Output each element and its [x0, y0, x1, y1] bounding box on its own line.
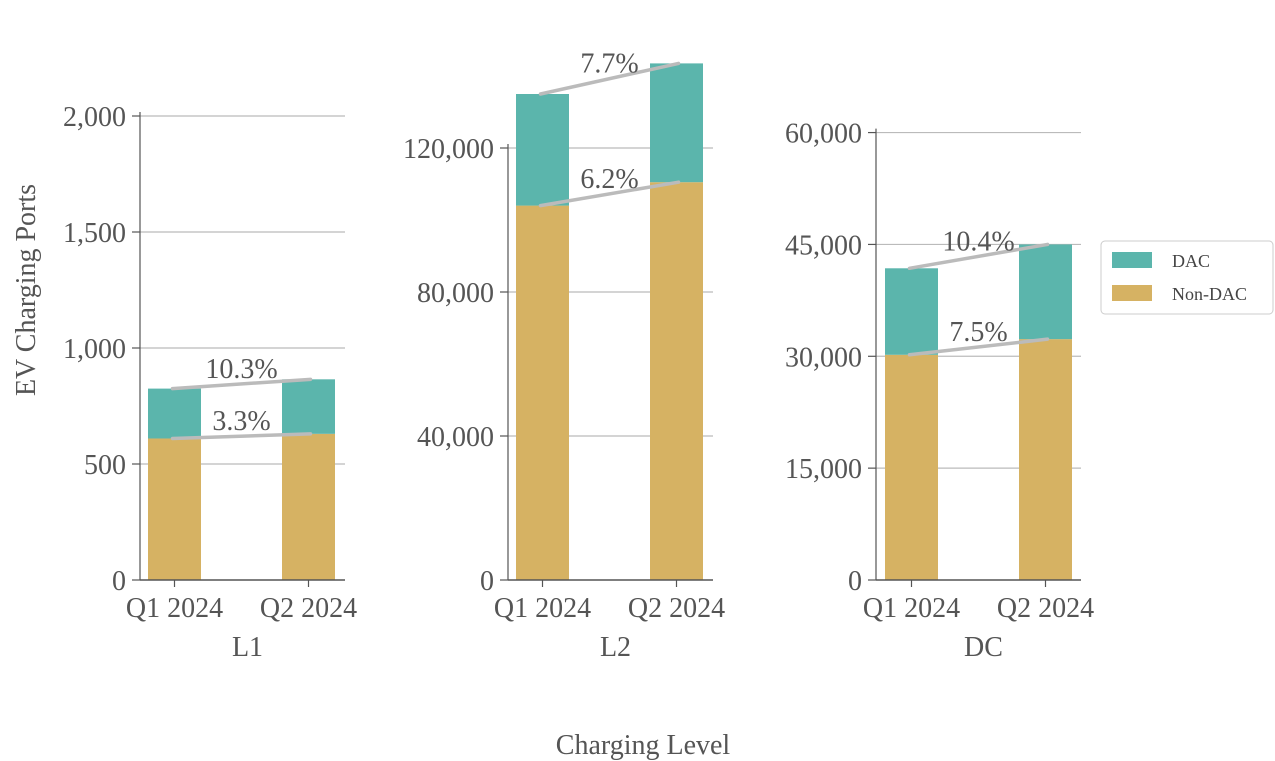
bar-dac — [885, 268, 938, 355]
growth-label-total: 10.3% — [205, 354, 277, 385]
y-tick-label: 40,000 — [417, 422, 494, 453]
y-tick-label: 60,000 — [785, 119, 862, 150]
panel-label: L2 — [600, 632, 631, 663]
growth-label-total: 7.7% — [580, 49, 638, 80]
chart-panels: 0 500 1,000 1,500 2,000 Q1 2024 Q2 2024 10.3% 3.… — [63, 49, 1094, 663]
panel-l2: 0 40,000 80,000 120,000 Q1 2024 Q2 2024 7.7% 6.… — [403, 49, 725, 663]
bar-non-dac — [885, 354, 938, 580]
y-tick-label: 120,000 — [403, 134, 494, 165]
panel-dc: 0 15,000 30,000 45,000 60,000 Q1 2024 Q2 2024 1… — [785, 119, 1094, 663]
growth-connector-non-dac — [538, 180, 681, 208]
x-tick-label: Q2 2024 — [628, 593, 725, 624]
growth-connector-total — [907, 242, 1050, 271]
y-tick-label: 0 — [480, 566, 494, 597]
bar-dac — [1019, 244, 1072, 340]
legend-swatch-non-dac — [1112, 285, 1152, 301]
y-tick-label: 0 — [112, 566, 126, 597]
y-tick-label: 500 — [84, 450, 126, 481]
y-tick-label: 1,500 — [63, 218, 126, 249]
x-tick-label: Q1 2024 — [494, 593, 591, 624]
y-tick-label: 0 — [848, 566, 862, 597]
bar-non-dac — [282, 433, 335, 580]
legend-label-non-dac: Non-DAC — [1172, 284, 1247, 304]
bar-dac — [282, 379, 335, 434]
y-tick-label: 45,000 — [785, 230, 862, 261]
legend-swatch-dac — [1112, 252, 1152, 268]
x-tick-label: Q2 2024 — [260, 593, 357, 624]
bar-non-dac — [650, 182, 703, 580]
growth-label-non-dac: 7.5% — [949, 317, 1007, 348]
bar-non-dac — [516, 205, 569, 580]
growth-connector-non-dac — [907, 337, 1050, 357]
x-tick-label: Q2 2024 — [997, 593, 1094, 624]
legend: DAC Non-DAC — [1100, 240, 1274, 315]
bar-non-dac — [148, 438, 201, 580]
growth-connector-total — [538, 61, 681, 96]
growth-connector-non-dac — [170, 432, 313, 441]
growth-connector-total — [170, 377, 313, 391]
bar-dac — [650, 63, 703, 183]
panel-label: DC — [964, 632, 1003, 663]
x-tick-label: Q1 2024 — [863, 593, 960, 624]
bar-non-dac — [1019, 339, 1072, 580]
y-tick-label: 30,000 — [785, 342, 862, 373]
growth-label-non-dac: 3.3% — [212, 406, 270, 437]
bar-dac — [516, 94, 569, 206]
panel-l1: 0 500 1,000 1,500 2,000 Q1 2024 Q2 2024 10.3% 3.… — [63, 102, 357, 663]
growth-label-total: 10.4% — [942, 226, 1014, 257]
growth-label-non-dac: 6.2% — [580, 164, 638, 195]
y-tick-label: 2,000 — [63, 102, 126, 133]
x-tick-label: Q1 2024 — [126, 593, 223, 624]
y-axis-title: EV Charging Ports — [11, 184, 42, 396]
y-tick-label: 15,000 — [785, 454, 862, 485]
panel-label: L1 — [232, 632, 263, 663]
bar-dac — [148, 388, 201, 439]
legend-label-dac: DAC — [1172, 251, 1210, 271]
y-tick-label: 80,000 — [417, 278, 494, 309]
x-axis-title: Charging Level — [556, 730, 731, 761]
y-tick-label: 1,000 — [63, 334, 126, 365]
